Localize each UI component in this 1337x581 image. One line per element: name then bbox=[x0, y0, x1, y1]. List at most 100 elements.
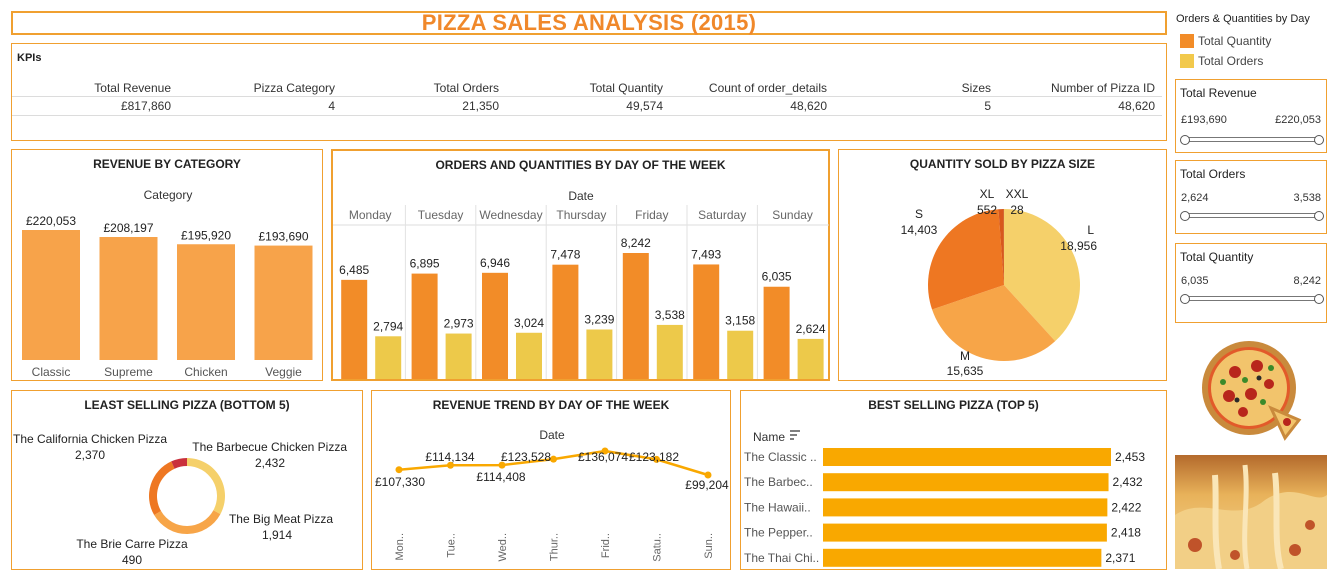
orders-quantities-title: ORDERS AND QUANTITIES BY DAY OF THE WEEK bbox=[435, 158, 726, 172]
legend-item-total-orders[interactable]: Total Orders bbox=[1198, 54, 1264, 68]
size-slice-label: XL bbox=[980, 187, 995, 201]
kpi-value-pizza-category: 4 bbox=[328, 99, 335, 113]
legend-swatch-total-quantity bbox=[1180, 34, 1194, 48]
legend-item-total-quantity[interactable]: Total Quantity bbox=[1198, 34, 1272, 48]
legend-swatch-total-orders bbox=[1180, 54, 1194, 68]
orders-value-label: 3,239 bbox=[584, 312, 614, 326]
category-value-label: £195,920 bbox=[181, 228, 231, 242]
revenue-trend-chart: Date £107,330 Mon.. £114,134 Tue.. £114,408 We… bbox=[375, 428, 729, 562]
day-column-label: Thursday bbox=[556, 208, 606, 222]
filter-total-orders-slider-track[interactable] bbox=[1184, 213, 1320, 218]
filter-total-orders-min: 2,624 bbox=[1181, 192, 1209, 204]
filter-total-orders-title: Total Orders bbox=[1180, 167, 1246, 181]
size-slice-label: L bbox=[1087, 223, 1094, 237]
quantity-bar bbox=[552, 264, 579, 379]
best-selling-name: The Hawaii.. bbox=[744, 500, 811, 514]
filter-total-orders: Total Orders 2,624 3,538 bbox=[1175, 160, 1327, 234]
orders-bar bbox=[797, 338, 824, 379]
revenue-trend-title: REVENUE TREND BY DAY OF THE WEEK bbox=[432, 398, 670, 412]
orders-value-label: 3,538 bbox=[655, 308, 685, 322]
best-selling-name: The Classic .. bbox=[744, 450, 817, 464]
size-slice bbox=[998, 209, 1004, 285]
orders-value-label: 2,973 bbox=[444, 317, 474, 331]
filter-total-quantity-max-handle[interactable] bbox=[1314, 294, 1324, 304]
kpi-row-divider bbox=[12, 115, 1162, 116]
quantity-bar bbox=[693, 264, 720, 379]
best-selling-name: The Pepper.. bbox=[744, 526, 813, 540]
size-slice bbox=[1004, 209, 1080, 342]
trend-point bbox=[550, 455, 557, 463]
quantity-value-label: 8,242 bbox=[621, 236, 651, 250]
trend-tick-label: Tue.. bbox=[446, 533, 458, 558]
category-tick-label: Chicken bbox=[184, 365, 227, 379]
orders-bar bbox=[375, 336, 402, 379]
orders-value-label: 2,794 bbox=[373, 319, 403, 333]
trend-value-label: £123,182 bbox=[629, 450, 679, 464]
kpi-header-sizes: Sizes bbox=[961, 81, 991, 95]
kpi-header-total-revenue: Total Revenue bbox=[94, 81, 171, 95]
dashboard-title: PIZZA SALES ANALYSIS (2015) bbox=[421, 10, 757, 35]
day-axis-title: Date bbox=[568, 189, 594, 203]
legend-panel: Orders & Quantities by Day Total Quantit… bbox=[1175, 11, 1327, 70]
best-selling-axis-title: Name bbox=[753, 430, 785, 444]
kpi-value-number-of-pizza-id: 48,620 bbox=[1118, 99, 1155, 113]
filter-total-revenue-max-handle[interactable] bbox=[1314, 135, 1324, 145]
quantity-value-label: 7,478 bbox=[550, 248, 580, 262]
trend-point bbox=[498, 461, 506, 469]
least-selling-name: The Big Meat Pizza bbox=[229, 512, 333, 526]
best-selling-bar bbox=[823, 473, 1109, 492]
best-selling-name: The Barbec.. bbox=[744, 475, 813, 489]
least-selling-segment bbox=[149, 461, 175, 516]
quantity-value-label: 6,485 bbox=[339, 263, 369, 277]
orders-value-label: 3,024 bbox=[514, 316, 544, 330]
kpi-header-divider bbox=[12, 96, 1162, 97]
least-selling-name: The Barbecue Chicken Pizza bbox=[192, 440, 347, 454]
size-slice-value: 552 bbox=[977, 203, 997, 217]
quantity-value-label: 6,035 bbox=[762, 270, 792, 284]
day-column-label: Tuesday bbox=[418, 208, 464, 222]
best-selling-value: 2,422 bbox=[1111, 500, 1141, 514]
filter-total-revenue-min-handle[interactable] bbox=[1180, 135, 1190, 145]
kpi-heading: KPIs bbox=[17, 52, 42, 64]
best-selling-panel: BEST SELLING PIZZA (TOP 5) Name The Class… bbox=[740, 390, 1167, 570]
trend-tick-label: Wed.. bbox=[497, 533, 509, 562]
best-selling-bar bbox=[823, 548, 1102, 567]
kpi-header-total-orders: Total Orders bbox=[433, 81, 499, 95]
filter-total-revenue-min: £193,690 bbox=[1181, 114, 1227, 126]
best-selling-title: BEST SELLING PIZZA (TOP 5) bbox=[868, 398, 1039, 412]
trend-value-label: £136,074 bbox=[578, 450, 628, 464]
best-selling-bar bbox=[823, 498, 1108, 517]
filter-total-quantity-slider-track[interactable] bbox=[1184, 296, 1320, 301]
orders-bar bbox=[516, 332, 542, 379]
trend-axis-title: Date bbox=[539, 428, 565, 442]
trend-tick-label: Frid.. bbox=[600, 533, 612, 558]
quantity-by-size-title: QUANTITY SOLD BY PIZZA SIZE bbox=[909, 157, 1096, 171]
trend-tick-label: Thur.. bbox=[549, 533, 561, 561]
best-selling-value: 2,432 bbox=[1113, 475, 1143, 489]
size-slice-value: 18,956 bbox=[1060, 239, 1097, 253]
category-tick-label: Classic bbox=[32, 365, 71, 379]
best-selling-bar bbox=[823, 448, 1111, 466]
trend-point bbox=[601, 447, 609, 455]
kpi-header-number-of-pizza-id: Number of Pizza ID bbox=[1050, 81, 1155, 95]
least-selling-panel: LEAST SELLING PIZZA (BOTTOM 5) The Calif… bbox=[11, 390, 363, 570]
orders-quantities-by-day-panel: ORDERS AND QUANTITIES BY DAY OF THE WEEK… bbox=[331, 149, 830, 381]
orders-bar bbox=[727, 330, 754, 379]
least-selling-value: 2,432 bbox=[255, 456, 285, 470]
trend-value-label: £114,408 bbox=[476, 470, 525, 484]
quantity-bar bbox=[341, 279, 368, 379]
filter-total-orders-max-handle[interactable] bbox=[1314, 211, 1324, 221]
size-slice-label: XXL bbox=[1006, 187, 1029, 201]
filter-total-revenue-max: £220,053 bbox=[1275, 114, 1321, 126]
trend-value-label: £123,528 bbox=[501, 450, 551, 464]
revenue-by-category-panel: REVENUE BY CATEGORY Category £220,053 Clas… bbox=[11, 149, 323, 381]
category-tick-label: Veggie bbox=[265, 365, 302, 379]
kpi-header-count-order-details: Count of order_details bbox=[708, 81, 827, 95]
trend-point bbox=[653, 455, 660, 463]
filter-total-quantity-min-handle[interactable] bbox=[1180, 294, 1190, 304]
orders-quantities-chart: Date Monday 6,485 2,794 Tuesday 6,895 2,973 Wed… bbox=[333, 189, 829, 379]
quantity-value-label: 7,493 bbox=[691, 247, 721, 261]
filter-total-revenue-slider-track[interactable] bbox=[1184, 137, 1320, 142]
filter-total-orders-min-handle[interactable] bbox=[1180, 211, 1190, 221]
quantity-value-label: 6,946 bbox=[480, 256, 510, 270]
